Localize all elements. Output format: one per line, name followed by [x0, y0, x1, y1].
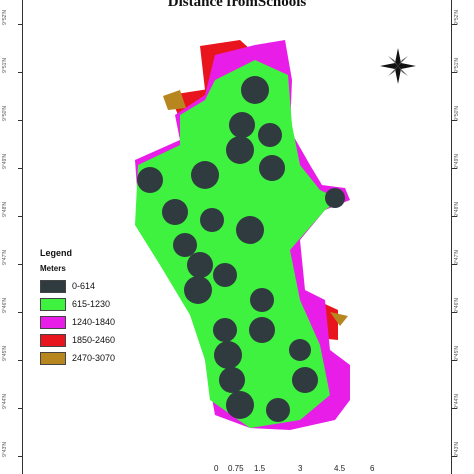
coordinate-tick — [452, 216, 457, 217]
scale-tick: 6 — [370, 464, 375, 473]
legend-item-1850-2460: 1850-2460 — [40, 331, 150, 349]
map-frame — [22, 0, 452, 474]
zone-2470-3070 — [330, 312, 348, 326]
zone-0-614 — [137, 76, 345, 422]
legend-item-0-614: 0-614 — [40, 277, 150, 295]
legend-label: 0-614 — [72, 281, 96, 291]
legend-label: 1240-1840 — [72, 317, 116, 327]
scale-tick: 0 — [214, 464, 219, 473]
legend-title: Legend — [40, 248, 73, 258]
coordinate-tick — [452, 24, 457, 25]
legend-label: 1850-2460 — [72, 335, 116, 345]
map-legend: Legend Meters 0-614 615-1230 1240-1840 1… — [40, 248, 150, 367]
legend-swatch — [40, 279, 66, 293]
coordinate-tick — [452, 120, 457, 121]
legend-unit: Meters — [40, 264, 66, 273]
coordinate-tick — [18, 24, 23, 25]
legend-swatch — [40, 333, 66, 347]
zone-2470-3070 — [163, 90, 186, 110]
coordinate-tick — [18, 168, 23, 169]
scale-tick: 1.5 — [254, 464, 266, 473]
coordinate-tick — [452, 72, 457, 73]
legend-item-2470-3070: 2470-3070 — [40, 349, 150, 367]
scale-tick: 3 — [298, 464, 303, 473]
coordinate-tick — [452, 168, 457, 169]
coordinate-tick — [452, 264, 457, 265]
zone-615-1230 — [135, 60, 340, 428]
coordinate-tick — [18, 456, 23, 457]
coordinate-tick — [18, 360, 23, 361]
coordinate-tick — [18, 72, 23, 73]
coordinate-tick — [18, 408, 23, 409]
coordinate-tick — [18, 120, 23, 121]
coordinate-tick — [18, 264, 23, 265]
coordinate-tick — [18, 216, 23, 217]
coordinate-tick — [18, 312, 23, 313]
legend-item-1240-1840: 1240-1840 — [40, 313, 150, 331]
scale-tick: 4.5 — [334, 464, 346, 473]
coordinate-tick — [452, 312, 457, 313]
legend-label: 2470-3070 — [72, 353, 116, 363]
scale-tick: 0.75 — [228, 464, 244, 473]
map-title: Distance fromSchools — [167, 0, 307, 10]
coordinate-tick — [452, 456, 457, 457]
coordinate-tick — [452, 360, 457, 361]
coordinate-tick — [452, 408, 457, 409]
legend-item-615-1230: 615-1230 — [40, 295, 150, 313]
north-arrow-icon — [380, 48, 416, 84]
legend-swatch — [40, 297, 66, 311]
legend-swatch — [40, 351, 66, 365]
legend-swatch — [40, 315, 66, 329]
legend-label: 615-1230 — [72, 299, 111, 309]
scale-bar: 0 0.75 1.5 3 4.5 6 — [210, 464, 390, 474]
